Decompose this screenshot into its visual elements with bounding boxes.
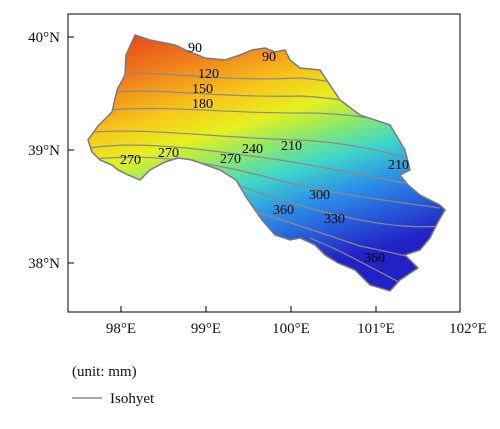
contour-label-270-c: 270 (220, 152, 241, 167)
isohyet-line (88, 156, 441, 209)
legend-isohyet-label: Isohyet (110, 391, 155, 407)
isohyet-line (94, 130, 416, 161)
lon-label-98: 98°E (106, 321, 136, 337)
contour-labels: 90 90 120 150 180 210 240 270 270 270 21… (120, 41, 409, 266)
isohyet-line (229, 181, 441, 228)
lon-label-99: 99°E (191, 321, 221, 337)
precipitation-region (87, 34, 446, 292)
contour-label-330: 330 (324, 212, 345, 227)
lat-label-39: 39°N (28, 143, 60, 159)
isohyet-line (89, 144, 421, 187)
contour-label-270-a: 270 (120, 153, 141, 168)
contour-label-300: 300 (309, 188, 330, 203)
contour-label-150: 150 (192, 82, 213, 97)
legend: (unit: mm) Isohyet (72, 364, 155, 407)
legend-unit: (unit: mm) (72, 364, 137, 380)
contour-label-240: 240 (242, 142, 263, 157)
lat-label-38: 38°N (28, 256, 60, 272)
contour-label-360-a: 360 (273, 203, 294, 218)
contour-label-180: 180 (192, 97, 213, 112)
lon-label-101: 101°E (357, 321, 395, 337)
contour-label-90-a: 90 (188, 41, 202, 56)
lat-label-40: 40°N (28, 30, 60, 46)
latitude-axis (68, 36, 74, 264)
longitude-axis (120, 306, 461, 312)
isohyet-lines (88, 72, 441, 289)
lon-label-102: 102°E (449, 321, 487, 337)
contour-label-120: 120 (198, 67, 219, 82)
contour-label-360-b: 360 (364, 251, 385, 266)
contour-label-270-b: 270 (158, 146, 179, 161)
contour-label-90-b: 90 (262, 50, 276, 65)
lon-label-100: 100°E (272, 321, 310, 337)
contour-label-210-b: 210 (388, 158, 409, 173)
contour-label-210-a: 210 (281, 139, 302, 154)
